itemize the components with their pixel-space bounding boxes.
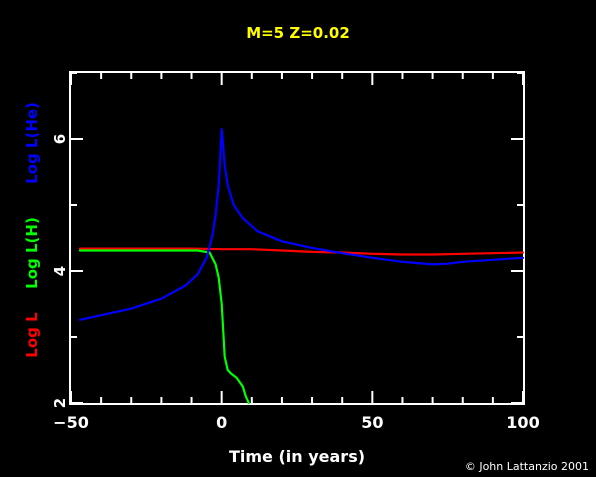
x-tick-label: 0 [216,413,227,432]
y-axis-label-log-l: Log L [23,312,41,358]
series-line-log-l-h [78,249,250,405]
x-tick-label: 50 [361,413,383,432]
x-tick-label: 100 [506,413,539,432]
series-group [78,128,525,405]
y-axis-label-log-l-h: Log L(H) [23,217,41,289]
series-line-log-l [78,247,525,256]
x-tick-label: −50 [53,413,89,432]
tick-labels: −50 0 50 100 2 4 6 [51,134,540,432]
x-axis-label: Time (in years) [229,447,365,466]
y-tick-label: 4 [51,266,69,276]
plot-area-frame [69,71,525,405]
axis-ticks [70,72,524,404]
chart-title: M=5 Z=0.02 [246,24,350,42]
y-tick-label: 6 [51,134,69,144]
y-axis-label-log-l-he: Log L(He) [23,102,41,184]
y-tick-label: 2 [51,398,69,408]
series-line-log-l-he [78,128,525,321]
credit-text: © John Lattanzio 2001 [465,460,589,473]
